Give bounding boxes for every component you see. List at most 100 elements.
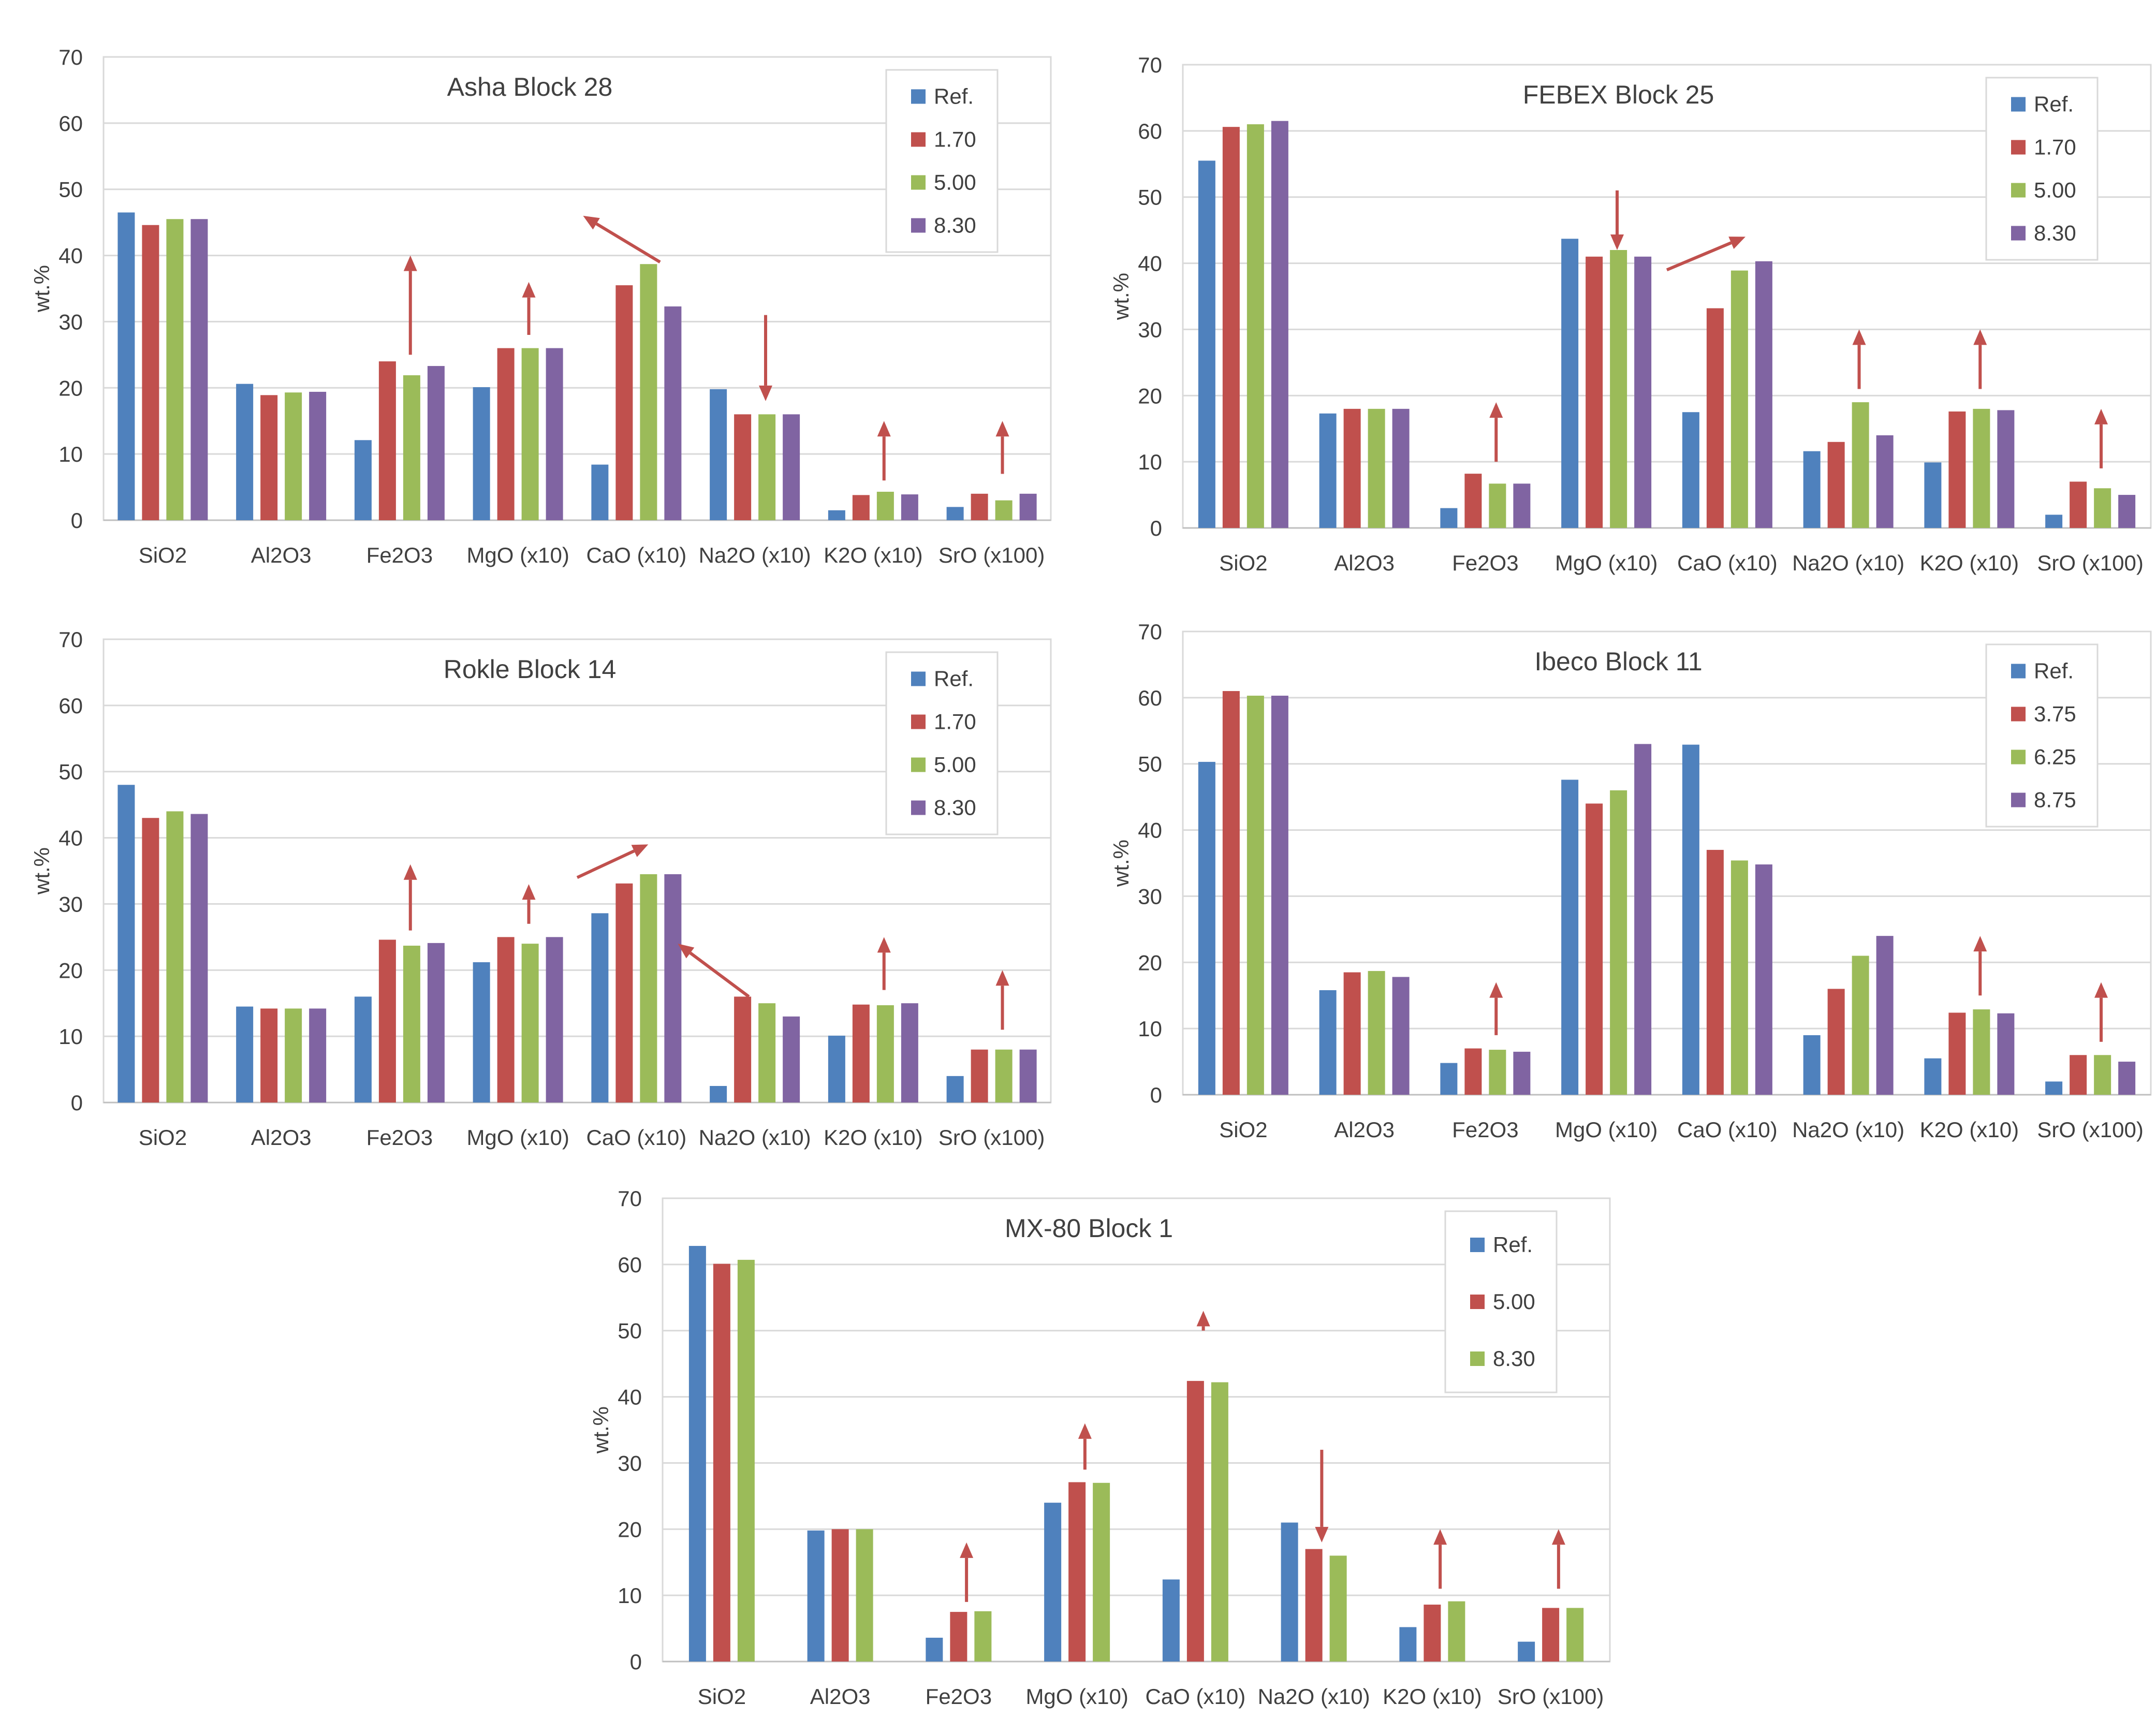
x-tick-label: SiO2 — [139, 543, 187, 567]
bar — [1634, 256, 1652, 528]
y-tick-label: 20 — [1138, 950, 1162, 975]
bar — [1948, 411, 1966, 528]
bar — [783, 1016, 800, 1103]
bar — [1319, 990, 1337, 1095]
bar — [142, 225, 159, 520]
y-tick-label: 10 — [1138, 450, 1162, 474]
trend-arrow — [1196, 1311, 1210, 1331]
y-tick-label: 50 — [58, 760, 83, 784]
legend-swatch — [911, 714, 926, 729]
bar — [901, 494, 918, 520]
bar — [995, 1049, 1013, 1103]
bar — [546, 937, 563, 1103]
x-tick-label: Na2O (x10) — [699, 543, 811, 567]
bar — [758, 1003, 776, 1103]
bar — [640, 874, 657, 1103]
y-tick-label: 70 — [1138, 53, 1162, 77]
bar — [1271, 696, 1288, 1095]
bar — [1586, 803, 1603, 1095]
x-tick-label: SiO2 — [139, 1125, 187, 1150]
x-tick-label: Al2O3 — [251, 1125, 312, 1150]
arrow-head — [877, 421, 891, 437]
legend-swatch — [911, 671, 926, 686]
bar — [1518, 1641, 1535, 1662]
bar — [309, 1008, 327, 1103]
arrow-head — [1852, 329, 1866, 345]
arrow-head — [403, 255, 417, 271]
x-tick-label: K2O (x10) — [824, 543, 922, 567]
bar — [1924, 462, 1942, 528]
bar — [1162, 1579, 1180, 1662]
chart-svg: 0 10 20 30 40 50 60 70 wt.% Rokle Block 14 SiO2 Al2… — [30, 627, 1052, 1150]
y-tick-label: 40 — [1138, 252, 1162, 276]
bar — [521, 348, 539, 520]
bar — [640, 264, 657, 520]
x-tick-label: Fe2O3 — [1452, 551, 1518, 575]
y-tick-label: 30 — [58, 892, 83, 916]
legend-swatch — [2011, 140, 2026, 155]
legend-swatch — [2011, 750, 2026, 765]
arrow-head — [678, 944, 695, 959]
bar — [971, 1049, 988, 1103]
bar — [1019, 493, 1037, 520]
bar — [2045, 515, 2063, 528]
bar — [142, 818, 159, 1103]
trend-arrow — [1489, 402, 1503, 462]
bar — [1440, 1063, 1458, 1095]
trend-arrow — [1551, 1529, 1565, 1589]
legend-label: 3.75 — [2034, 702, 2076, 726]
y-tick-label: 0 — [71, 1091, 83, 1115]
arrow-head — [1489, 982, 1503, 998]
bar — [1281, 1522, 1298, 1662]
bar — [403, 945, 420, 1103]
bar — [1246, 124, 1264, 528]
bar — [118, 212, 135, 520]
x-tick-label: MgO (x10) — [466, 543, 569, 567]
y-tick-label: 40 — [58, 244, 83, 268]
legend-label: Ref. — [934, 667, 974, 691]
trend-arrow — [1433, 1529, 1447, 1589]
chart-svg: 0 10 20 30 40 50 60 70 wt.% Ibeco Block 11 SiO2 Al2… — [1109, 620, 2152, 1142]
bar — [758, 414, 776, 520]
bar — [309, 391, 327, 520]
y-tick-label: 20 — [58, 958, 83, 982]
trend-arrow — [1315, 1449, 1329, 1542]
bar — [1827, 989, 1845, 1095]
legend-label: 1.70 — [934, 127, 976, 152]
x-tick-label: Al2O3 — [251, 543, 312, 567]
y-axis-label: wt.% — [1109, 840, 1133, 887]
x-tick-label: MgO (x10) — [466, 1125, 569, 1150]
y-tick-label: 70 — [1138, 620, 1162, 644]
bar — [1948, 1012, 1966, 1095]
legend-label: 8.30 — [934, 796, 976, 820]
bar — [856, 1529, 873, 1662]
bar — [831, 1529, 849, 1662]
y-tick-label: 10 — [58, 1024, 83, 1049]
legend: Ref. 3.75 6.25 8.75 — [1985, 643, 2099, 828]
bar — [807, 1530, 825, 1662]
y-tick-label: 0 — [71, 508, 83, 533]
bar — [1093, 1482, 1110, 1662]
bar — [1827, 442, 1845, 528]
bar — [1561, 239, 1579, 528]
bar — [1246, 696, 1264, 1095]
legend: Ref. 5.00 8.30 — [1444, 1210, 1558, 1393]
y-tick-label: 30 — [1138, 884, 1162, 908]
trend-arrow — [403, 255, 417, 355]
bar — [1305, 1549, 1323, 1662]
bar — [1586, 256, 1603, 528]
bar — [190, 219, 208, 520]
bar — [1876, 936, 1894, 1095]
arrow-head — [522, 884, 536, 900]
trend-arrow — [2094, 982, 2108, 1042]
bar — [615, 883, 633, 1103]
bar — [1392, 977, 1410, 1095]
x-tick-label: SrO (x100) — [2037, 551, 2143, 575]
x-tick-label: Al2O3 — [1334, 1118, 1395, 1142]
legend-label: Ref. — [2034, 92, 2074, 116]
chart-svg: 0 10 20 30 40 50 60 70 wt.% FEBEX Block 25 SiO2 Al2… — [1109, 53, 2152, 575]
chart-rokle-block-14: 0 10 20 30 40 50 60 70 wt.% Rokle Block 14 SiO2 Al2… — [0, 613, 1056, 1172]
bar — [1566, 1608, 1584, 1662]
legend-label: Ref. — [934, 84, 974, 109]
y-tick-label: 40 — [58, 826, 83, 850]
